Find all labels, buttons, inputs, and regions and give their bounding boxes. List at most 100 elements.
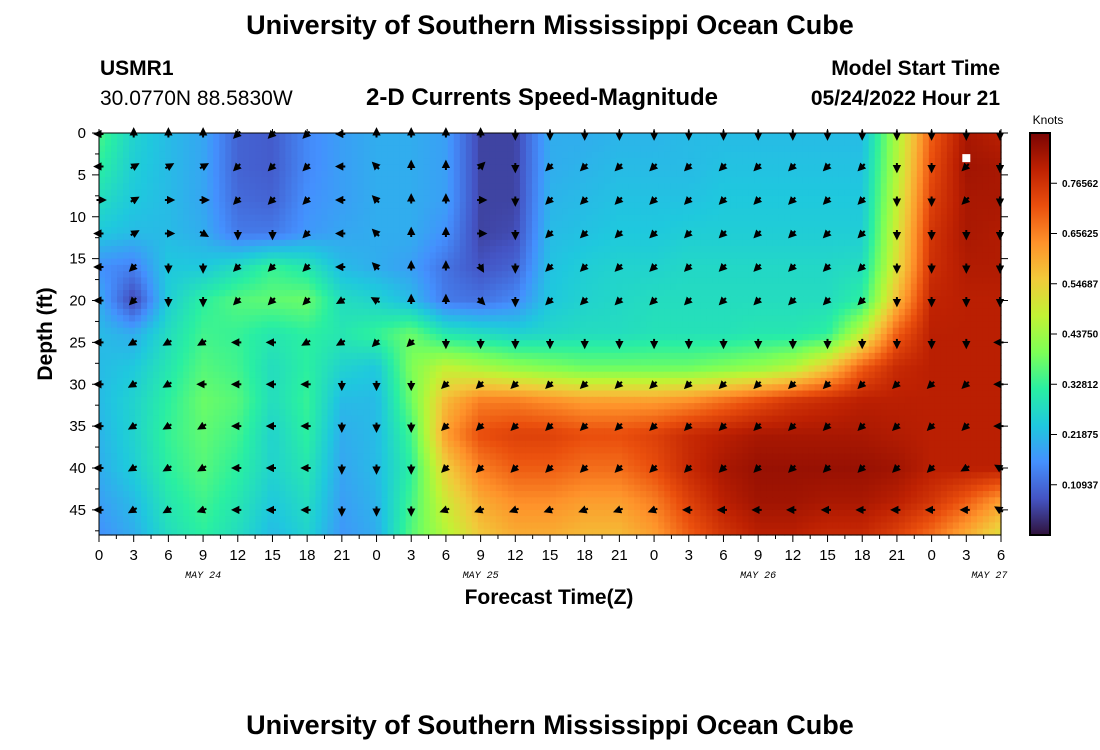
heatmap-cell (399, 133, 407, 140)
heatmap-cell (411, 208, 419, 216)
heatmap-cell (465, 195, 473, 203)
heatmap-cell (273, 139, 280, 147)
heatmap-cell (952, 239, 960, 247)
heatmap-cell (201, 220, 208, 228)
heatmap-cell (790, 290, 798, 297)
heatmap-cell (225, 133, 232, 140)
heatmap-cell (117, 239, 124, 247)
heatmap-cell (880, 239, 888, 247)
heatmap-cell (201, 145, 208, 153)
heatmap-cell (670, 176, 677, 184)
heatmap-cell (706, 170, 713, 178)
heatmap-cell (105, 290, 112, 297)
heatmap-cell (177, 340, 184, 348)
heatmap-cell (381, 264, 389, 272)
heatmap-cell (279, 271, 287, 279)
heatmap-cell (273, 189, 280, 197)
heatmap-cell (604, 202, 611, 209)
heatmap-cell (736, 277, 744, 285)
heatmap-cell (99, 158, 106, 166)
heatmap-cell (387, 220, 395, 228)
heatmap-cell (778, 183, 786, 191)
heatmap-cell (706, 277, 713, 285)
heatmap-cell (910, 208, 918, 216)
heatmap-cell (868, 164, 876, 172)
heatmap-cell (868, 283, 876, 291)
heatmap-cell (453, 183, 461, 191)
heatmap-cell (489, 283, 497, 291)
heatmap-cell (562, 233, 569, 241)
heatmap-cell (297, 151, 305, 159)
heatmap-cell (105, 308, 112, 316)
heatmap-cell (297, 296, 305, 304)
heatmap-cell (556, 202, 563, 209)
heatmap-cell (694, 308, 701, 316)
heatmap-cell (688, 139, 695, 147)
heatmap-cell (243, 283, 250, 291)
heatmap-cell (646, 315, 653, 323)
heatmap-cell (327, 202, 335, 209)
heatmap-cell (808, 220, 816, 228)
heatmap-cell (183, 133, 190, 140)
heatmap-cell (856, 252, 864, 260)
heatmap-cell (658, 164, 665, 172)
heatmap-cell (369, 151, 377, 159)
heatmap-cell (429, 277, 437, 285)
heatmap-cell (664, 189, 671, 197)
heatmap-cell (886, 290, 894, 297)
heatmap-cell (568, 290, 575, 297)
heatmap-cell (862, 189, 870, 197)
heatmap-cell (664, 183, 671, 191)
heatmap-cell (483, 258, 491, 266)
heatmap-cell (670, 133, 677, 140)
heatmap-cell (189, 233, 196, 241)
heatmap-cell (537, 208, 545, 216)
heatmap-cell (568, 308, 575, 316)
heatmap-cell (147, 214, 154, 222)
heatmap-cell (417, 214, 425, 222)
heatmap-cell (243, 315, 250, 323)
heatmap-cell (255, 277, 262, 285)
heatmap-cell (844, 296, 852, 304)
heatmap-cell (550, 151, 557, 159)
heatmap-cell (778, 195, 786, 203)
heatmap-cell (153, 233, 160, 241)
heatmap-cell (808, 214, 816, 222)
heatmap-cell (543, 334, 551, 341)
heatmap-cell (141, 271, 148, 279)
heatmap-cell (453, 321, 461, 329)
heatmap-cell (754, 151, 762, 159)
heatmap-cell (640, 277, 647, 285)
heatmap-cell (880, 214, 888, 222)
heatmap-cell (910, 283, 918, 291)
heatmap-cell (730, 189, 738, 197)
heatmap-cell (297, 133, 305, 140)
heatmap-cell (814, 246, 822, 253)
heatmap-cell (399, 283, 407, 291)
heatmap-cell (381, 327, 389, 335)
heatmap-cell (153, 158, 160, 166)
heatmap-cell (928, 334, 936, 341)
heatmap-cell (99, 258, 106, 266)
heatmap-cell (634, 290, 641, 297)
heatmap-cell (111, 283, 118, 291)
heatmap-cell (267, 308, 274, 316)
heatmap-cell (730, 139, 738, 147)
heatmap-cell (604, 145, 611, 153)
heatmap-cell (628, 170, 635, 178)
heatmap-cell (880, 189, 888, 197)
heatmap-cell (333, 233, 341, 241)
heatmap-cell (357, 227, 365, 235)
heatmap-cell (465, 264, 473, 272)
heatmap-cell (387, 195, 395, 203)
heatmap-cell (766, 296, 774, 304)
heatmap-cell (580, 290, 587, 297)
heatmap-cell (988, 321, 996, 329)
heatmap-cell (910, 321, 918, 329)
heatmap-cell (964, 290, 972, 297)
heatmap-cell (237, 252, 244, 260)
heatmap-cell (285, 164, 293, 172)
heatmap-cell (129, 208, 136, 216)
heatmap-cell (946, 239, 954, 247)
heatmap-cell (568, 183, 575, 191)
